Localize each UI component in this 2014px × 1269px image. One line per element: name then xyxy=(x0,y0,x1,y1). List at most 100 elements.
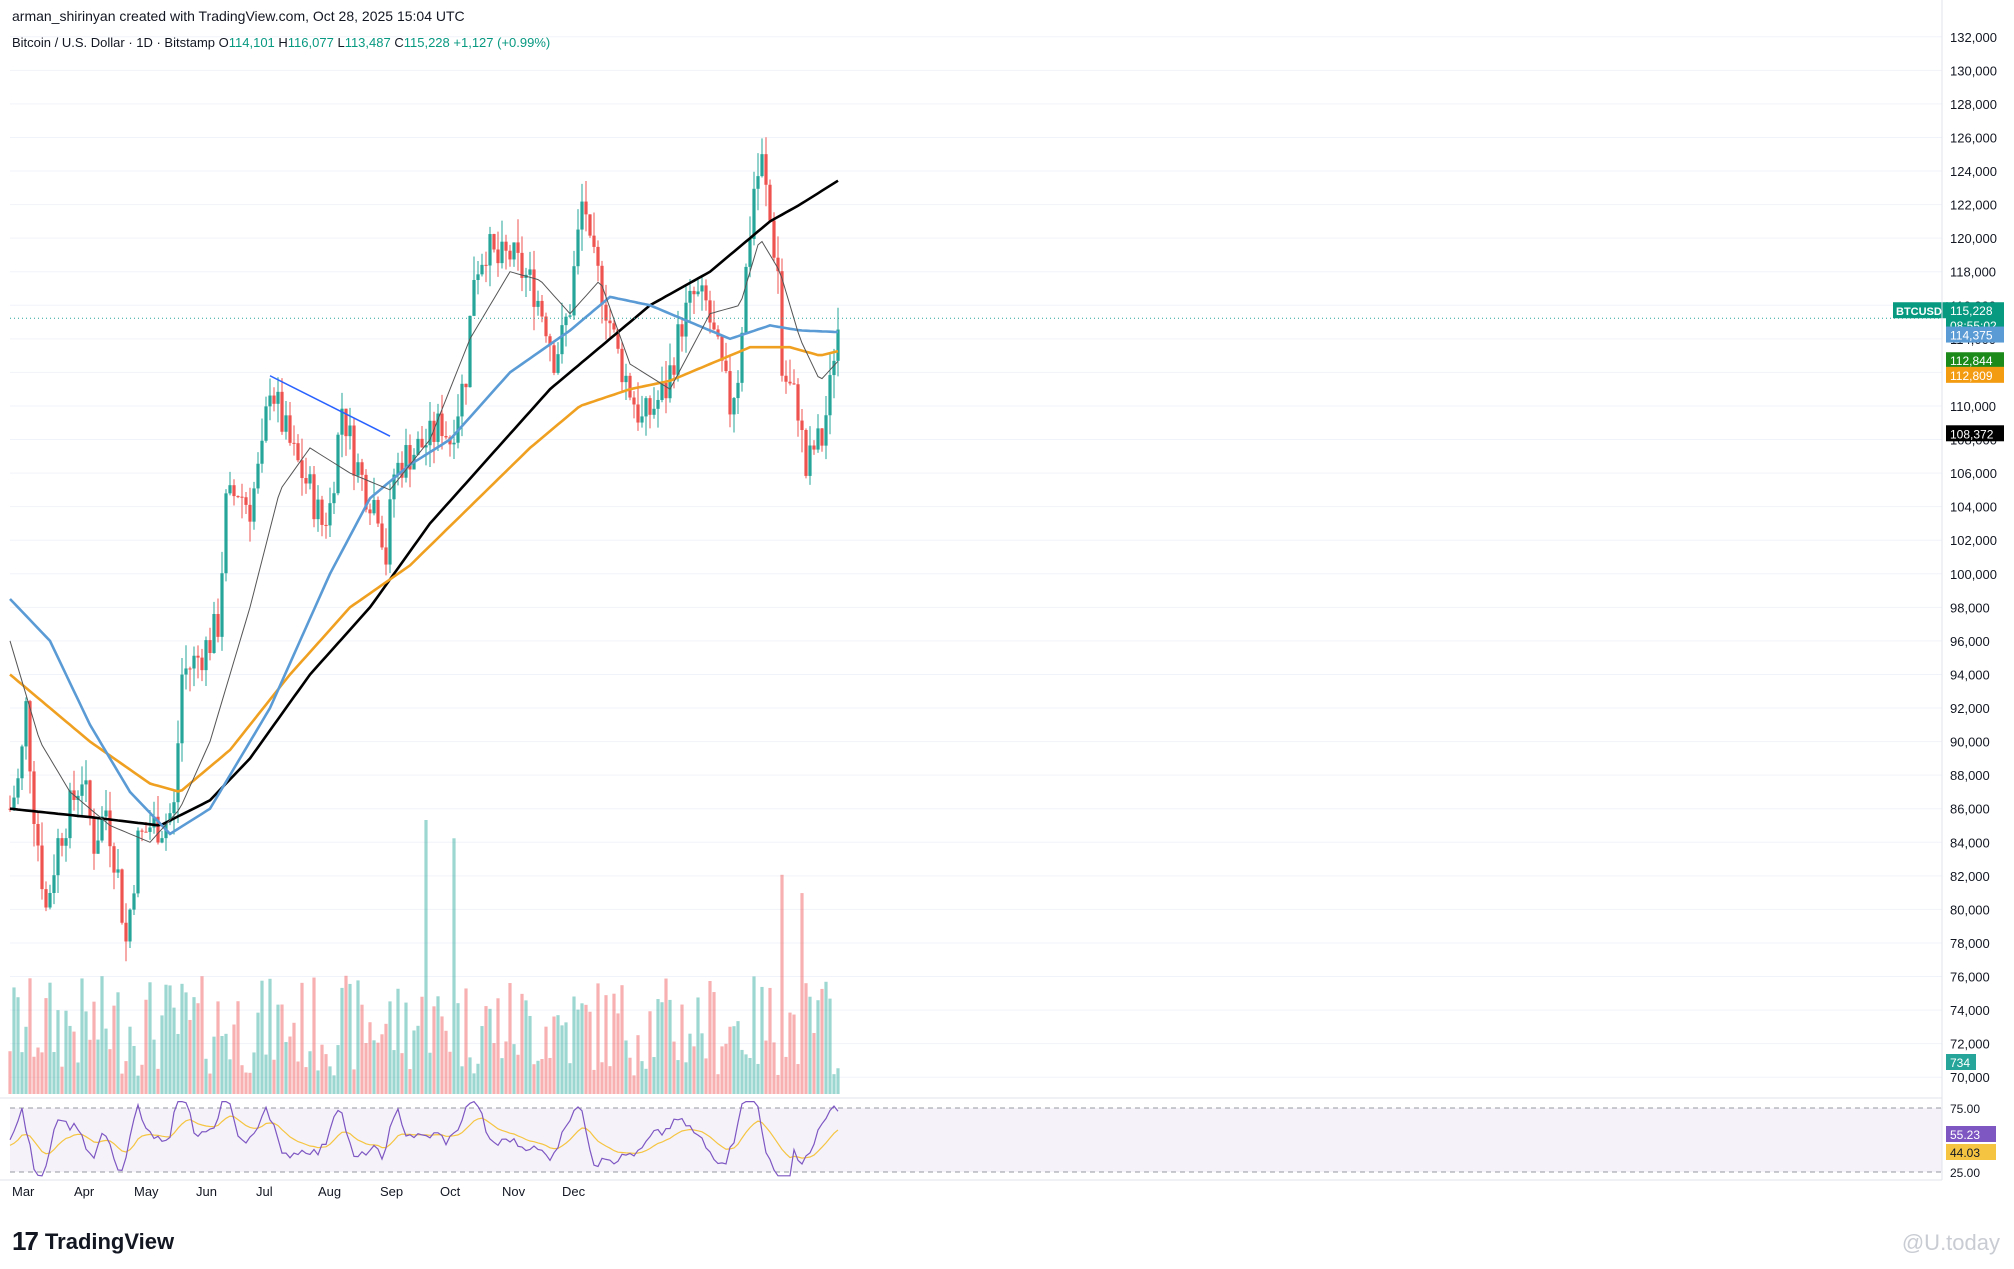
candle-body xyxy=(660,382,664,400)
volume-bar xyxy=(392,1050,396,1094)
change-value: +1,127 (+0.99%) xyxy=(453,35,551,50)
volume-bar xyxy=(180,983,184,1094)
price-tick-label: 104,000 xyxy=(1950,500,1997,515)
volume-bar xyxy=(716,1074,720,1094)
candle-body xyxy=(692,290,696,295)
volume-bar xyxy=(496,998,500,1094)
volume-bar xyxy=(260,980,264,1094)
candle-body xyxy=(100,816,104,841)
tradingview-logo[interactable]: 17 TradingView xyxy=(12,1226,174,1257)
candle-body xyxy=(156,816,160,843)
volume-bar xyxy=(156,1068,160,1094)
x-tick-label: Dec xyxy=(562,1184,586,1199)
candle-body xyxy=(616,329,620,349)
volume-bar xyxy=(536,1060,540,1094)
candle-body xyxy=(380,523,384,548)
volume-bar xyxy=(340,987,344,1094)
candle-body xyxy=(20,746,24,779)
price-axis: 132,000 130,000 128,000 126,000 124,000 122,0… xyxy=(1950,30,1997,1085)
volume-bar xyxy=(8,1051,12,1094)
symbol-line: Bitcoin / U.S. Dollar · 1D · Bitstamp O1… xyxy=(12,35,550,50)
candle-body xyxy=(208,640,212,653)
volume-bar xyxy=(564,1022,568,1094)
candle-body xyxy=(368,509,372,514)
volume-bar xyxy=(620,985,624,1094)
candle-body xyxy=(624,375,628,383)
volume-bar xyxy=(24,1026,28,1094)
volume-bar xyxy=(800,893,804,1094)
candle-body xyxy=(188,668,192,670)
volume-bar xyxy=(736,1021,740,1094)
candle-body xyxy=(248,504,252,522)
candle-body xyxy=(512,242,516,260)
candle-body xyxy=(808,445,812,476)
volume-bar xyxy=(784,1056,788,1094)
volume-bar xyxy=(416,1025,420,1094)
volume-bar xyxy=(680,1004,684,1094)
volume-bar xyxy=(696,997,700,1094)
volume-bar xyxy=(828,998,832,1094)
candle-body xyxy=(340,408,344,435)
candle-body xyxy=(696,291,700,295)
volume-bar xyxy=(404,1002,408,1094)
price-markers: BTCUSD 115,22808:55:02114,375112,844112,8… xyxy=(1893,302,2004,1070)
price-tick-label: 90,000 xyxy=(1950,735,1990,750)
candle-body xyxy=(780,271,784,376)
volume-bar xyxy=(240,1065,244,1094)
price-tick-label: 82,000 xyxy=(1950,869,1990,884)
candle-body xyxy=(332,493,336,504)
volume-bar xyxy=(276,1004,280,1094)
low-value: 113,487 xyxy=(344,35,391,50)
x-axis: Mar Apr May Jun Jul Aug Sep Oct Nov Dec xyxy=(12,1184,586,1199)
volume-bar xyxy=(728,1026,732,1094)
volume-bar xyxy=(96,1039,100,1094)
candle-body xyxy=(428,420,432,446)
candle-body xyxy=(548,336,552,346)
candle-body xyxy=(424,445,428,448)
volume-bar xyxy=(408,1069,412,1094)
volume-bar xyxy=(428,1052,432,1094)
x-tick-label: Jun xyxy=(196,1184,217,1199)
candle-body xyxy=(148,827,152,832)
marker-box-ma20 xyxy=(1946,352,2004,369)
volume-bar xyxy=(664,978,668,1094)
candle-body xyxy=(568,315,572,317)
volume-bar xyxy=(740,1049,744,1094)
price-tick-label: 80,000 xyxy=(1950,902,1990,917)
volume-bar xyxy=(192,997,196,1094)
candle-body xyxy=(116,869,120,873)
candle-body xyxy=(740,332,744,383)
volume-bar xyxy=(12,987,16,1094)
volume-bar xyxy=(108,1049,112,1094)
volume-bar xyxy=(596,983,600,1094)
candle-body xyxy=(28,701,32,772)
x-tick-label: May xyxy=(134,1184,159,1199)
candle-body xyxy=(728,371,732,415)
volume-bar xyxy=(20,1052,24,1094)
marker-symbol-box xyxy=(1893,302,1948,319)
volume-bar xyxy=(500,1058,504,1094)
candle-body xyxy=(816,428,820,450)
candle-body xyxy=(628,375,632,398)
candle-body xyxy=(384,547,388,565)
volume-bar xyxy=(700,1033,704,1094)
volume-bar xyxy=(788,1012,792,1094)
candle-body xyxy=(520,252,524,278)
candle-body xyxy=(484,264,488,266)
volume-bar xyxy=(176,1033,180,1094)
volume-bar xyxy=(768,987,772,1094)
volume-bar xyxy=(388,1001,392,1094)
price-tick-label: 106,000 xyxy=(1950,466,1997,481)
volume-bar xyxy=(648,1011,652,1094)
volume-bar xyxy=(576,1009,580,1094)
candle-body xyxy=(748,238,752,267)
candle-body xyxy=(300,460,304,479)
price-tick-label: 128,000 xyxy=(1950,97,1997,112)
candle-body xyxy=(56,838,60,876)
volume-bar xyxy=(132,1045,136,1094)
volume-bar xyxy=(272,1059,276,1094)
volume-bar xyxy=(228,1059,232,1094)
candle-body xyxy=(720,336,724,361)
volume-bar xyxy=(484,1006,488,1094)
